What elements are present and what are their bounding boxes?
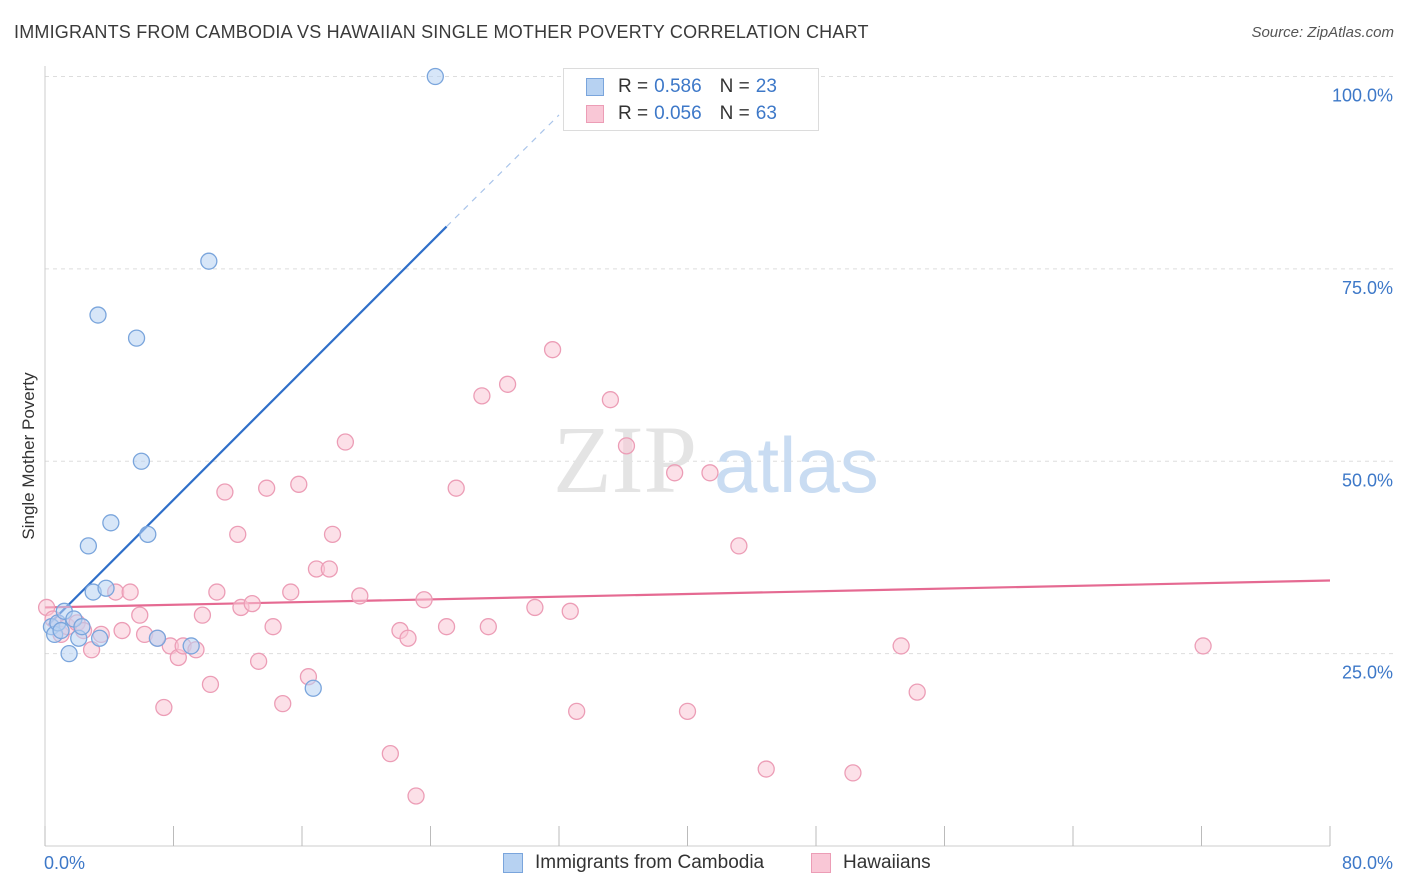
bottom-legend-label: Immigrants from Cambodia <box>535 852 765 873</box>
y-axis-label: Single Mother Poverty <box>19 372 38 540</box>
hawaiian-point <box>601 391 620 409</box>
y-tick-label: 100.0% <box>1332 86 1393 106</box>
cambodia-point <box>139 525 157 544</box>
bottom-legend-swatch-pink <box>811 853 831 873</box>
legend-r-value: 0.056 <box>654 103 702 124</box>
hawaiian-point <box>264 618 282 636</box>
hawaiian-point <box>121 583 139 601</box>
hawaiian-point <box>498 375 517 393</box>
cambodia-trend-extension <box>446 114 560 227</box>
hawaiian-point <box>892 637 910 655</box>
axes <box>44 66 1331 847</box>
watermark-atlas: atlas <box>714 421 879 509</box>
legend-swatch-pink <box>586 105 604 123</box>
hawaiian-point <box>526 598 544 617</box>
cambodia-point <box>73 618 91 636</box>
tick-labels: 25.0% 50.0% 75.0% 100.0% 0.0% 80.0% <box>44 86 1393 874</box>
cambodia-point <box>200 252 218 270</box>
hawaiian-point <box>844 764 862 782</box>
cambodia-point <box>304 679 322 697</box>
hawaiian-point <box>543 341 562 359</box>
legend-row-cambodia: R = 0.586 N = 23 <box>586 76 777 98</box>
y-tick-label: 50.0% <box>1342 470 1393 490</box>
legend-n-value: 23 <box>755 76 777 97</box>
cambodia-point <box>132 452 151 470</box>
hawaiian-point <box>399 629 417 647</box>
hawaiian-point <box>381 745 399 763</box>
hawaiian-point <box>666 464 684 482</box>
legend-swatch-blue <box>586 78 604 96</box>
hawaiian-point <box>258 479 276 497</box>
hawaiian-point <box>323 525 342 544</box>
cambodia-point <box>79 537 98 555</box>
source-label: Source: ZipAtlas.com <box>1251 24 1394 41</box>
y-tick-label: 25.0% <box>1342 663 1393 683</box>
hawaiian-point <box>290 475 308 493</box>
watermark-zip: ZIP <box>553 406 697 513</box>
hawaiian-point <box>617 437 636 455</box>
correlation-legend: R = 0.586 N = 23 R = 0.056 N = 63 <box>563 68 819 131</box>
hawaiian-point <box>730 537 748 555</box>
cambodia-point <box>426 67 444 86</box>
cambodia-point <box>127 329 146 347</box>
hawaiian-point <box>479 618 497 636</box>
legend-n-value: 63 <box>755 103 777 124</box>
bottom-legend-label: Hawaiians <box>843 852 931 873</box>
watermark: ZIP atlas <box>553 406 879 513</box>
cambodia-point <box>182 637 200 655</box>
legend-r-label: R = <box>618 103 649 124</box>
cambodia-point <box>102 514 120 532</box>
hawaiian-point <box>1194 637 1212 655</box>
hawaiian-point <box>336 433 355 451</box>
hawaiian-point <box>415 591 433 609</box>
cambodia-point <box>60 644 78 663</box>
cambodia-point <box>97 579 115 597</box>
hawaiian-point <box>568 702 586 720</box>
legend-r-label: R = <box>618 76 649 97</box>
hawaiian-point <box>243 594 261 613</box>
cambodia-point <box>90 629 109 647</box>
bottom-legend-hawaiians: Hawaiians <box>811 852 931 874</box>
trend-lines <box>44 114 1331 626</box>
y-tick-label: 75.0% <box>1342 278 1393 298</box>
hawaiian-point <box>131 606 149 624</box>
legend-row-hawaiians: R = 0.056 N = 63 <box>586 103 777 125</box>
hawaiian-point <box>274 694 292 713</box>
hawaiian-point <box>229 525 247 544</box>
hawaiian-point <box>282 583 300 601</box>
x-tick-label: 80.0% <box>1342 853 1393 873</box>
hawaiian-point <box>447 479 465 497</box>
legend-n-label: N = <box>719 76 750 97</box>
data-points <box>37 67 1212 805</box>
hawaiian-point <box>678 702 697 720</box>
hawaiian-point <box>757 760 775 778</box>
bottom-legend-swatch-blue <box>503 853 523 873</box>
bottom-legend-cambodia: Immigrants from Cambodia <box>503 852 764 874</box>
legend-r-value: 0.586 <box>654 76 702 97</box>
cambodia-point <box>148 629 167 647</box>
hawaiian-point <box>561 602 579 620</box>
hawaiian-point <box>320 560 338 578</box>
hawaiian-point <box>249 652 268 670</box>
grid-lines <box>45 76 1393 655</box>
hawaiian-point <box>208 583 226 601</box>
hawaiian-point <box>437 618 456 636</box>
cambodia-point <box>89 306 107 324</box>
hawaiian-point <box>407 787 425 805</box>
hawaiian-point <box>155 698 173 717</box>
x-tick-label: 0.0% <box>44 853 85 873</box>
hawaiian-point <box>201 675 220 694</box>
hawaiian-point <box>193 606 212 624</box>
hawaiian-point <box>351 587 369 605</box>
cambodia-point <box>52 621 70 640</box>
hawaiian-point <box>216 483 234 501</box>
hawaiian-point <box>908 683 926 701</box>
hawaiian-point <box>473 387 491 405</box>
cambodia-trend-line <box>47 225 448 626</box>
chart-title: IMMIGRANTS FROM CAMBODIA VS HAWAIIAN SIN… <box>14 22 869 42</box>
hawaiian-point <box>701 464 719 482</box>
legend-n-label: N = <box>719 103 750 124</box>
hawaiian-point <box>113 621 131 640</box>
